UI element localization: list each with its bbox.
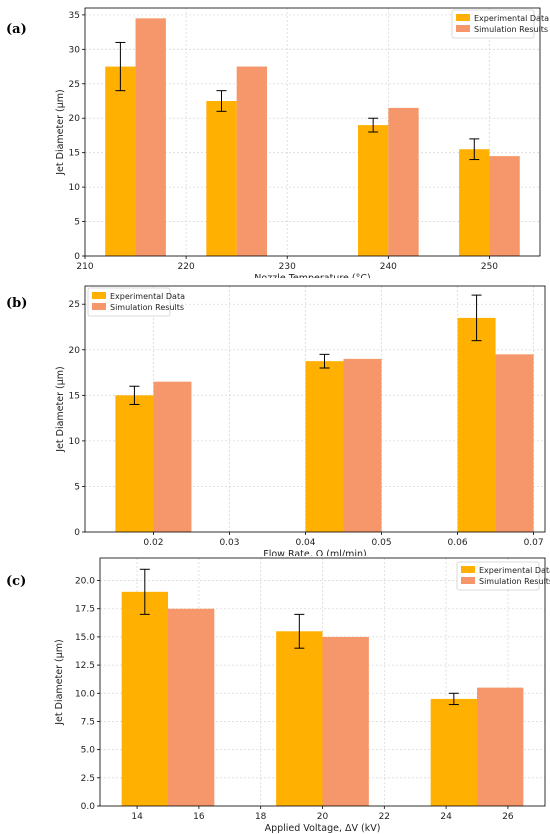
y-tick-label: 15 [69, 391, 80, 401]
y-tick-label: 30 [69, 45, 81, 55]
y-axis-label: Jet Diameter (μm) [54, 639, 65, 725]
y-tick-label: 0 [74, 528, 80, 538]
legend-swatch [456, 14, 470, 21]
legend-box [87, 287, 171, 317]
y-tick-label: 5 [74, 218, 80, 228]
legend-label: Simulation Results [479, 577, 550, 586]
legend-label: Experimental Data [474, 14, 549, 23]
chart-b-svg: 0.02 0.03 0.04 0.05 0.06 0.07 0 5 10 15 20 25 Flow R… [55, 285, 546, 556]
legend-swatch [92, 292, 106, 299]
plot-frame [84, 285, 546, 533]
y-tick-label: 0 [74, 252, 80, 262]
simulation-bar [153, 381, 192, 532]
simulation-bar [343, 358, 382, 532]
experimental-bar [115, 395, 154, 532]
legend-swatch [92, 303, 106, 310]
y-tick-label: 10 [69, 437, 81, 447]
x-tick-label: 0.03 [219, 538, 239, 548]
y-axis-label: Jet Diameter (μm) [55, 89, 66, 175]
y-tick-label: 7.5 [81, 717, 95, 727]
experimental-bar [206, 101, 237, 256]
x-tick-label: 0.07 [524, 538, 544, 548]
y-tick-label: 10 [69, 183, 81, 193]
chart-panel-b: (b) 0.02 0.03 0.04 0.05 0.06 0.07 0 5 10 15 20 25 Fl… [0, 278, 550, 556]
experimental-bar [276, 631, 323, 806]
plot-frame [84, 7, 541, 257]
experimental-bar [305, 361, 344, 532]
simulation-bar [495, 354, 534, 532]
y-tick-label: 25 [69, 300, 80, 310]
x-tick-label: 220 [178, 262, 195, 272]
y-tick-label: 35 [69, 11, 80, 21]
y-tick-label: 2.5 [81, 774, 95, 784]
simulation-bar [489, 156, 520, 256]
legend-label: Simulation Results [474, 25, 548, 34]
chart-panel-c: (c) 14 16 18 20 22 24 26 0.0 2.5 5.0 7.5 10.0 12.5 15… [0, 556, 550, 834]
chart-c-svg: 14 16 18 20 22 24 26 0.0 2.5 5.0 7.5 10.0 12.5 15.0 17… [54, 557, 550, 834]
y-tick-label: 5 [74, 482, 80, 492]
x-tick-label: 0.04 [295, 538, 315, 548]
simulation-bar [477, 687, 524, 806]
y-tick-label: 15 [69, 149, 80, 159]
legend-label: Experimental Data [479, 566, 550, 575]
legend-label: Experimental Data [110, 292, 185, 301]
y-tick-label: 20 [69, 346, 81, 356]
x-tick-label: 0.05 [372, 538, 392, 548]
chart-a-svg: 210 220 230 240 250 0 5 10 15 20 25 30 35 Nozzle Temp… [55, 7, 549, 278]
x-tick-label: 0.06 [448, 538, 468, 548]
x-tick-label: 0.02 [143, 538, 163, 548]
x-axis-label: Applied Voltage, ΔV (kV) [265, 823, 381, 834]
x-tick-label: 230 [279, 262, 296, 272]
simulation-bar [388, 107, 419, 256]
legend-swatch [456, 25, 470, 32]
x-tick-label: 14 [131, 812, 143, 822]
panel-letter: (a) [6, 22, 27, 37]
x-tick-label: 22 [379, 812, 390, 822]
x-tick-label: 210 [76, 262, 93, 272]
x-axis-label: Nozzle Temperature (°C) [254, 273, 370, 278]
experimental-bar [358, 125, 389, 256]
experimental-bar [121, 591, 168, 806]
y-tick-label: 12.5 [75, 661, 95, 671]
y-tick-label: 5.0 [81, 746, 96, 756]
x-axis-label: Flow Rate, Q (ml/min) [263, 549, 366, 556]
x-tick-label: 250 [481, 262, 498, 272]
legend-swatch [461, 566, 475, 573]
simulation-bar [135, 18, 166, 257]
y-tick-label: 25 [69, 80, 80, 90]
y-tick-label: 15.0 [75, 633, 95, 643]
y-tick-label: 17.5 [75, 605, 95, 615]
legend-label: Simulation Results [110, 303, 184, 312]
legend-box [456, 561, 540, 591]
panel-letter: (b) [6, 296, 28, 311]
simulation-bar [322, 636, 369, 806]
experimental-bar [457, 317, 496, 532]
x-tick-label: 240 [380, 262, 397, 272]
x-tick-label: 24 [440, 812, 452, 822]
experimental-bar [105, 66, 136, 256]
x-tick-label: 20 [317, 812, 329, 822]
x-tick-label: 16 [193, 812, 205, 822]
experimental-bar [459, 149, 490, 256]
simulation-bar [167, 608, 215, 806]
y-tick-label: 20 [69, 114, 81, 124]
y-tick-label: 0.0 [81, 802, 96, 812]
legend-swatch [461, 577, 475, 584]
y-tick-label: 10.0 [75, 689, 95, 699]
legend-box [451, 9, 535, 39]
y-tick-label: 20.0 [75, 577, 95, 587]
y-axis-label: Jet Diameter (μm) [55, 366, 66, 452]
experimental-bar [430, 698, 478, 806]
simulation-bar [236, 66, 267, 256]
x-tick-label: 18 [255, 812, 267, 822]
x-tick-label: 26 [502, 812, 514, 822]
chart-panel-a: (a) 210 220 230 240 250 0 5 10 15 20 25 30 35 Nozzle … [0, 0, 550, 278]
panel-letter: (c) [6, 574, 27, 589]
